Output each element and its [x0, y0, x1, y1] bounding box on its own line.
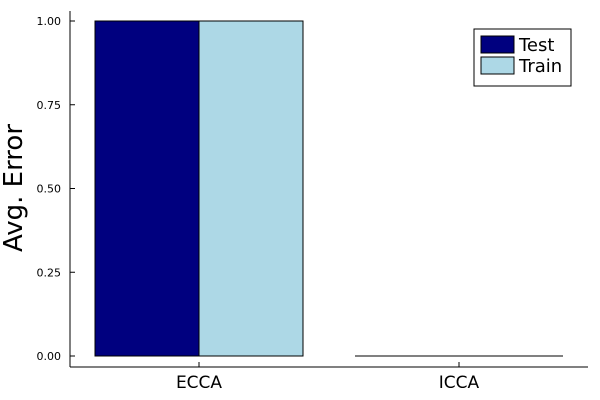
x-tick-label: ECCA: [176, 373, 222, 393]
legend-swatch-test: [480, 35, 515, 54]
x-tick-label: ICCA: [439, 373, 480, 393]
y-tick-label: 0.25: [37, 266, 62, 279]
bar-train-ecca: [198, 20, 304, 357]
y-tick-label: 0.75: [37, 99, 62, 112]
y-ticks: 0.00 0.25 0.50 0.75 1.00: [37, 15, 75, 363]
legend-swatch-train: [480, 56, 515, 75]
y-tick-label: 1.00: [37, 15, 62, 28]
y-tick-label: 0.00: [37, 350, 62, 363]
legend-label-test: Test: [518, 35, 554, 56]
legend-label-train: Train: [518, 56, 562, 77]
y-tick-label: 0.50: [37, 183, 62, 196]
x-ticks: ECCA ICCA: [176, 362, 480, 393]
bar-test-ecca: [94, 20, 200, 357]
y-axis-label: Avg. Error: [0, 124, 29, 252]
bars: [94, 20, 563, 357]
